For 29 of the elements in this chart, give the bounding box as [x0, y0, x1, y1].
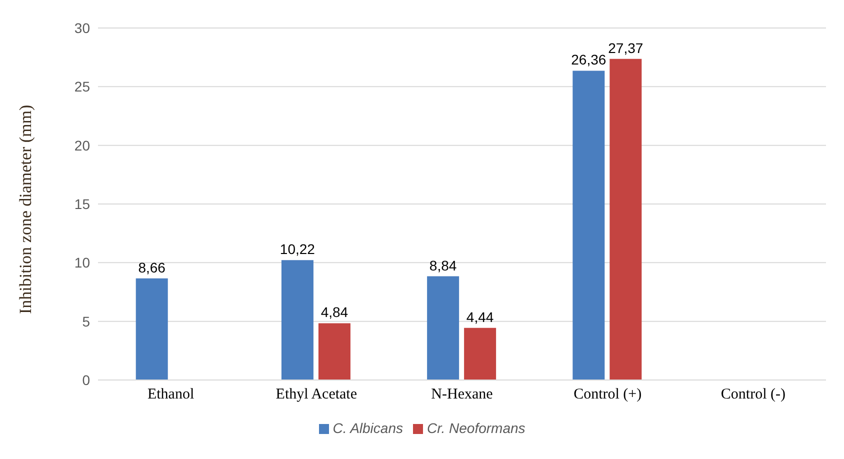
y-tick-label: 5	[82, 313, 90, 330]
x-tick-label: N-Hexane	[431, 386, 494, 403]
data-label: 8,84	[429, 257, 457, 274]
legend-label: Cr. Neoformans	[427, 420, 526, 436]
y-tick-label: 30	[74, 20, 90, 36]
data-label: 27,37	[608, 40, 644, 56]
data-label: 4,44	[466, 308, 494, 325]
bar	[464, 328, 496, 380]
x-tick-label: Control (+)	[574, 386, 642, 403]
x-tick-label: Control (-)	[720, 386, 786, 403]
data-label: 10,22	[280, 241, 316, 258]
legend-label: C. Albicans	[332, 420, 403, 436]
data-label: 4,84	[320, 304, 348, 320]
x-tick-label: Ethanol	[147, 386, 194, 403]
y-tick-label: 20	[74, 137, 90, 154]
data-label: 8,66	[138, 259, 166, 276]
y-tick-label: 25	[74, 78, 90, 95]
y-tick-label: 10	[74, 254, 90, 271]
bar	[318, 323, 350, 380]
y-tick-label: 15	[74, 196, 90, 212]
bar	[610, 58, 642, 380]
data-label: 26,36	[571, 52, 606, 68]
x-tick-label: Ethyl Acetate	[276, 386, 358, 403]
y-tick-label: 0	[82, 372, 90, 388]
y-axis-title: Inhibition zone diameter (mm)	[16, 104, 36, 314]
bar	[572, 70, 605, 380]
bar	[136, 278, 168, 380]
bar	[281, 260, 314, 380]
bar	[427, 276, 460, 380]
